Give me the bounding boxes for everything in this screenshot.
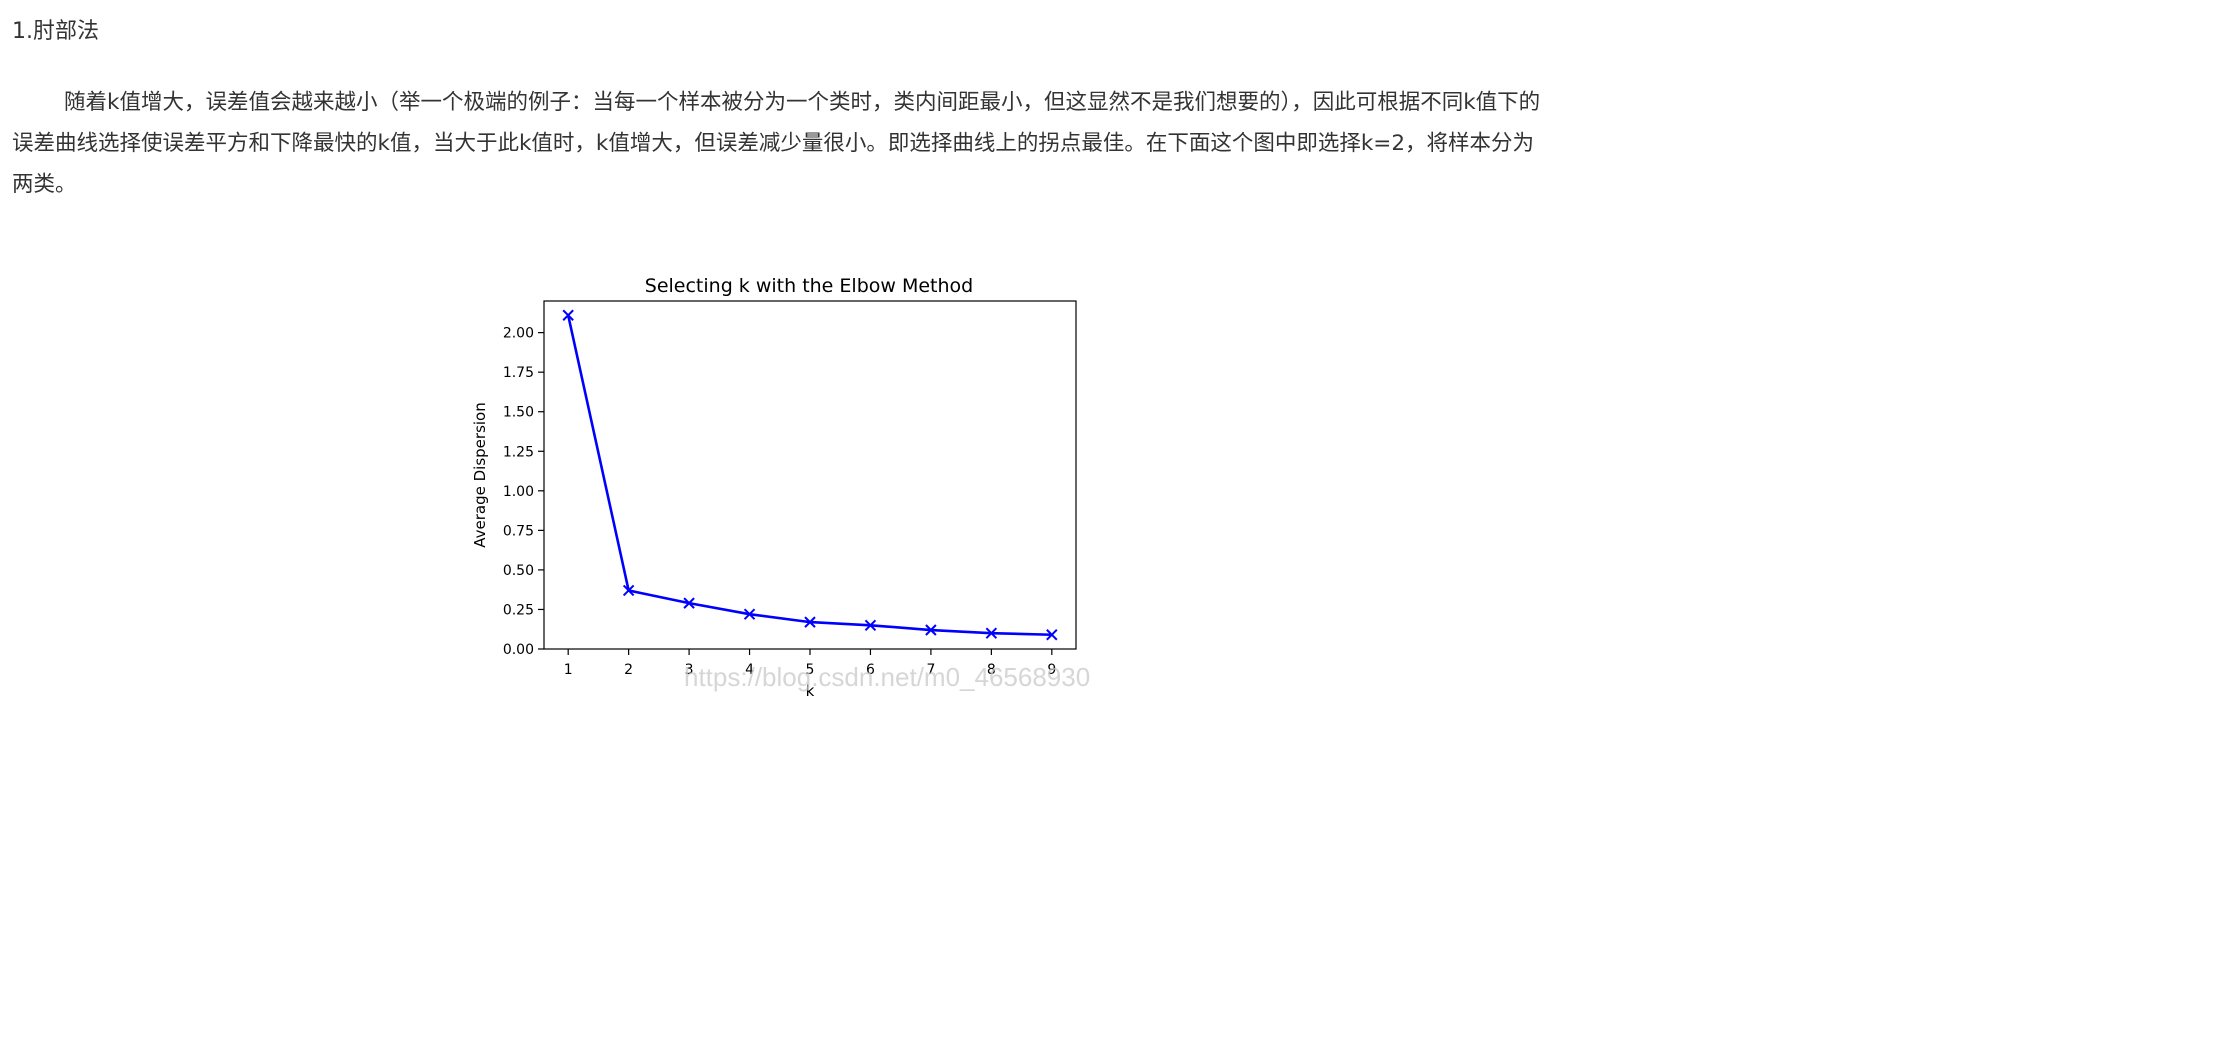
- x-axis-label: k: [806, 682, 815, 700]
- section-heading: 1.肘部法: [12, 19, 99, 44]
- y-tick-label: 0.75: [503, 523, 534, 539]
- x-tick-label: 2: [624, 662, 633, 678]
- y-tick-label: 1.50: [503, 405, 534, 421]
- y-axis: 0.00 0.25 0.50 0.75 1.00 1.25 1.50 1.75 2.00: [503, 326, 544, 658]
- x-tick-label: 1: [564, 662, 573, 678]
- elbow-chart-figure: Selecting k with the Elbow Method 0.00 0.…: [440, 262, 1100, 712]
- x-tick-label: 7: [926, 662, 935, 678]
- data-point-marker: [985, 627, 998, 639]
- data-point-marker: [683, 597, 695, 609]
- data-point-marker: [925, 624, 937, 636]
- data-point-marker: [864, 619, 877, 631]
- plot-area-frame: [543, 300, 1077, 650]
- body-paragraph: 随着k值增大，误差值会越来越小（举一个极端的例子：当每一个样本被分为一个类时，类…: [12, 90, 1541, 197]
- y-tick-label: 1.75: [503, 365, 534, 381]
- elbow-chart: Selecting k with the Elbow Method 0.000.…: [471, 275, 1077, 700]
- y-tick-label: 2.00: [503, 326, 534, 342]
- x-tick-label: 3: [685, 662, 694, 678]
- data-point-marker: [622, 584, 635, 597]
- y-tick-label: 0.50: [503, 563, 534, 579]
- x-tick-label: 5: [806, 662, 815, 678]
- y-tick-label: 1.00: [503, 484, 534, 500]
- y-tick-label: 1.25: [503, 444, 534, 460]
- data-point-marker: [804, 616, 816, 628]
- data-point-marker: [743, 608, 756, 620]
- series-layer: [562, 309, 1058, 641]
- y-tick-label: 0.25: [503, 602, 534, 618]
- x-tick-label: 8: [987, 662, 996, 678]
- x-tick-label: 9: [1047, 662, 1056, 678]
- series-line: [566, 314, 1052, 637]
- data-point-marker: [562, 309, 574, 321]
- x-tick-label: 4: [745, 662, 754, 678]
- article-page: 1.肘部法 随着k值增大，误差值会越来越小（举一个极端的例子：当每一个样本被分为…: [0, 0, 1556, 730]
- x-tick-label: 6: [866, 662, 875, 678]
- y-axis-label: Average Dispersion: [471, 402, 489, 547]
- y-tick-label: 0.00: [503, 642, 534, 658]
- data-point-marker: [1046, 629, 1058, 641]
- chart-title: Selecting k with the Elbow Method: [645, 275, 973, 297]
- x-axis: 1 2 3 4 5 6 7 8 9: [564, 649, 1056, 678]
